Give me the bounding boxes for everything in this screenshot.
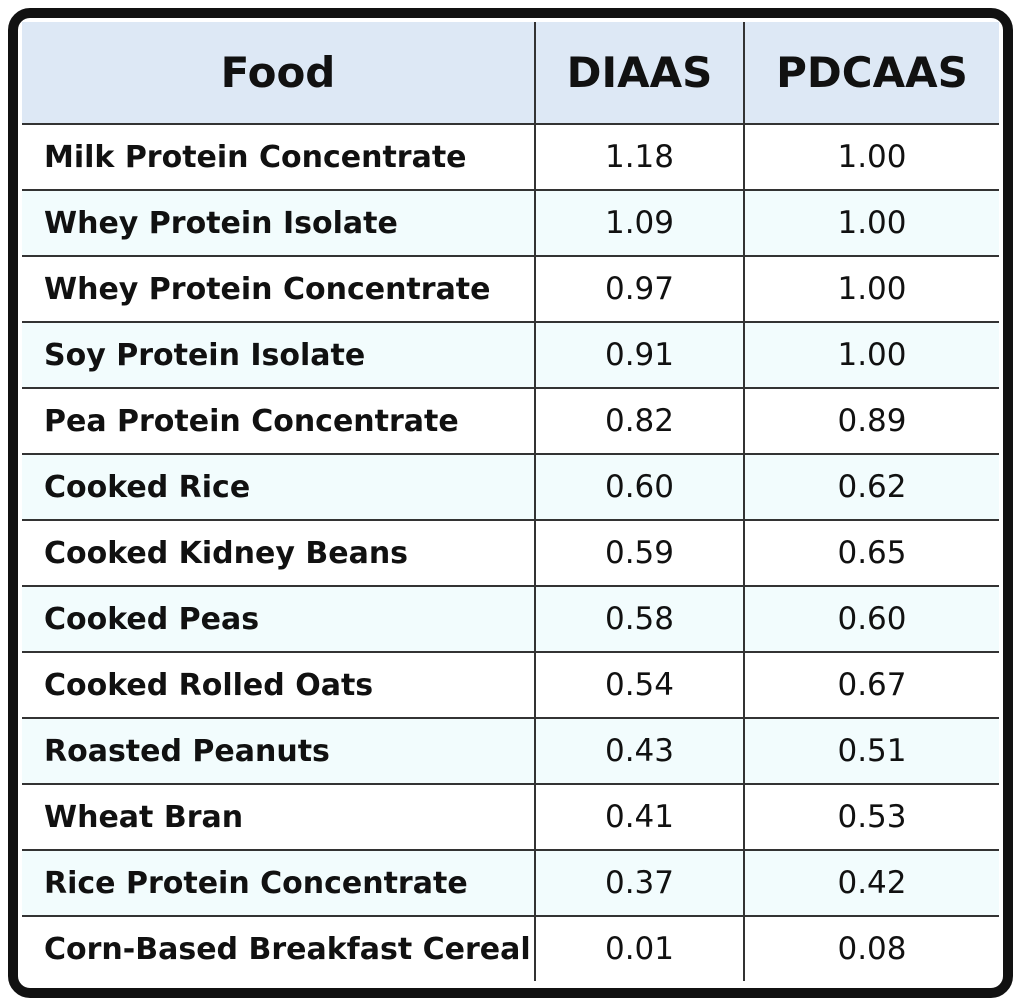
food-cell: Whey Protein Concentrate xyxy=(22,255,536,323)
food-cell: Cooked Kidney Beans xyxy=(22,519,536,587)
food-cell: Corn-Based Breakfast Cereal xyxy=(22,915,536,981)
table-row: Whey Protein Isolate 1.09 1.00 xyxy=(22,189,999,257)
table-row: Soy Protein Isolate 0.91 1.00 xyxy=(22,321,999,389)
score-cell: 1.00 xyxy=(743,321,999,389)
score-cell: 0.41 xyxy=(534,783,745,851)
food-cell: Cooked Rolled Oats xyxy=(22,651,536,719)
score-cell: 0.37 xyxy=(534,849,745,917)
header-cell: PDCAAS xyxy=(743,22,999,125)
table-row: Milk Protein Concentrate 1.18 1.00 xyxy=(22,123,999,191)
food-cell: Roasted Peanuts xyxy=(22,717,536,785)
score-cell: 0.54 xyxy=(534,651,745,719)
score-cell: 0.08 xyxy=(743,915,999,981)
score-cell: 1.18 xyxy=(534,123,745,191)
score-cell: 0.65 xyxy=(743,519,999,587)
table-row: Cooked Rolled Oats 0.54 0.67 xyxy=(22,651,999,719)
header-cell: Food xyxy=(22,22,536,125)
protein-table: Food DIAAS PDCAAS Milk Protein Concentra… xyxy=(22,22,999,981)
score-cell: 1.00 xyxy=(743,189,999,257)
score-cell: 0.58 xyxy=(534,585,745,653)
score-cell: 0.43 xyxy=(534,717,745,785)
score-cell: 0.59 xyxy=(534,519,745,587)
food-cell: Wheat Bran xyxy=(22,783,536,851)
table-row: Cooked Rice 0.60 0.62 xyxy=(22,453,999,521)
header-row: Food DIAAS PDCAAS xyxy=(22,22,999,125)
table-row: Pea Protein Concentrate 0.82 0.89 xyxy=(22,387,999,455)
food-cell: Soy Protein Isolate xyxy=(22,321,536,389)
score-cell: 0.91 xyxy=(534,321,745,389)
food-cell: Whey Protein Isolate xyxy=(22,189,536,257)
score-cell: 0.42 xyxy=(743,849,999,917)
score-cell: 0.53 xyxy=(743,783,999,851)
score-cell: 1.00 xyxy=(743,255,999,323)
table-row: Whey Protein Concentrate 0.97 1.00 xyxy=(22,255,999,323)
score-cell: 0.67 xyxy=(743,651,999,719)
score-cell: 1.00 xyxy=(743,123,999,191)
table-row: Rice Protein Concentrate 0.37 0.42 xyxy=(22,849,999,917)
score-cell: 0.51 xyxy=(743,717,999,785)
food-cell: Milk Protein Concentrate xyxy=(22,123,536,191)
food-cell: Rice Protein Concentrate xyxy=(22,849,536,917)
score-cell: 0.82 xyxy=(534,387,745,455)
score-cell: 1.09 xyxy=(534,189,745,257)
score-cell: 0.01 xyxy=(534,915,745,981)
table-row: Wheat Bran 0.41 0.53 xyxy=(22,783,999,851)
header-cell: DIAAS xyxy=(534,22,745,125)
score-cell: 0.89 xyxy=(743,387,999,455)
table-row: Corn-Based Breakfast Cereal 0.01 0.08 xyxy=(22,915,999,981)
score-cell: 0.97 xyxy=(534,255,745,323)
score-cell: 0.60 xyxy=(743,585,999,653)
table-head: Food DIAAS PDCAAS xyxy=(22,22,999,125)
table-frame: Food DIAAS PDCAAS Milk Protein Concentra… xyxy=(8,8,1013,998)
table-row: Cooked Kidney Beans 0.59 0.65 xyxy=(22,519,999,587)
table-row: Cooked Peas 0.58 0.60 xyxy=(22,585,999,653)
table-body: Milk Protein Concentrate 1.18 1.00 Whey Pro… xyxy=(22,123,999,981)
food-cell: Cooked Peas xyxy=(22,585,536,653)
score-cell: 0.62 xyxy=(743,453,999,521)
table-row: Roasted Peanuts 0.43 0.51 xyxy=(22,717,999,785)
food-cell: Pea Protein Concentrate xyxy=(22,387,536,455)
food-cell: Cooked Rice xyxy=(22,453,536,521)
score-cell: 0.60 xyxy=(534,453,745,521)
